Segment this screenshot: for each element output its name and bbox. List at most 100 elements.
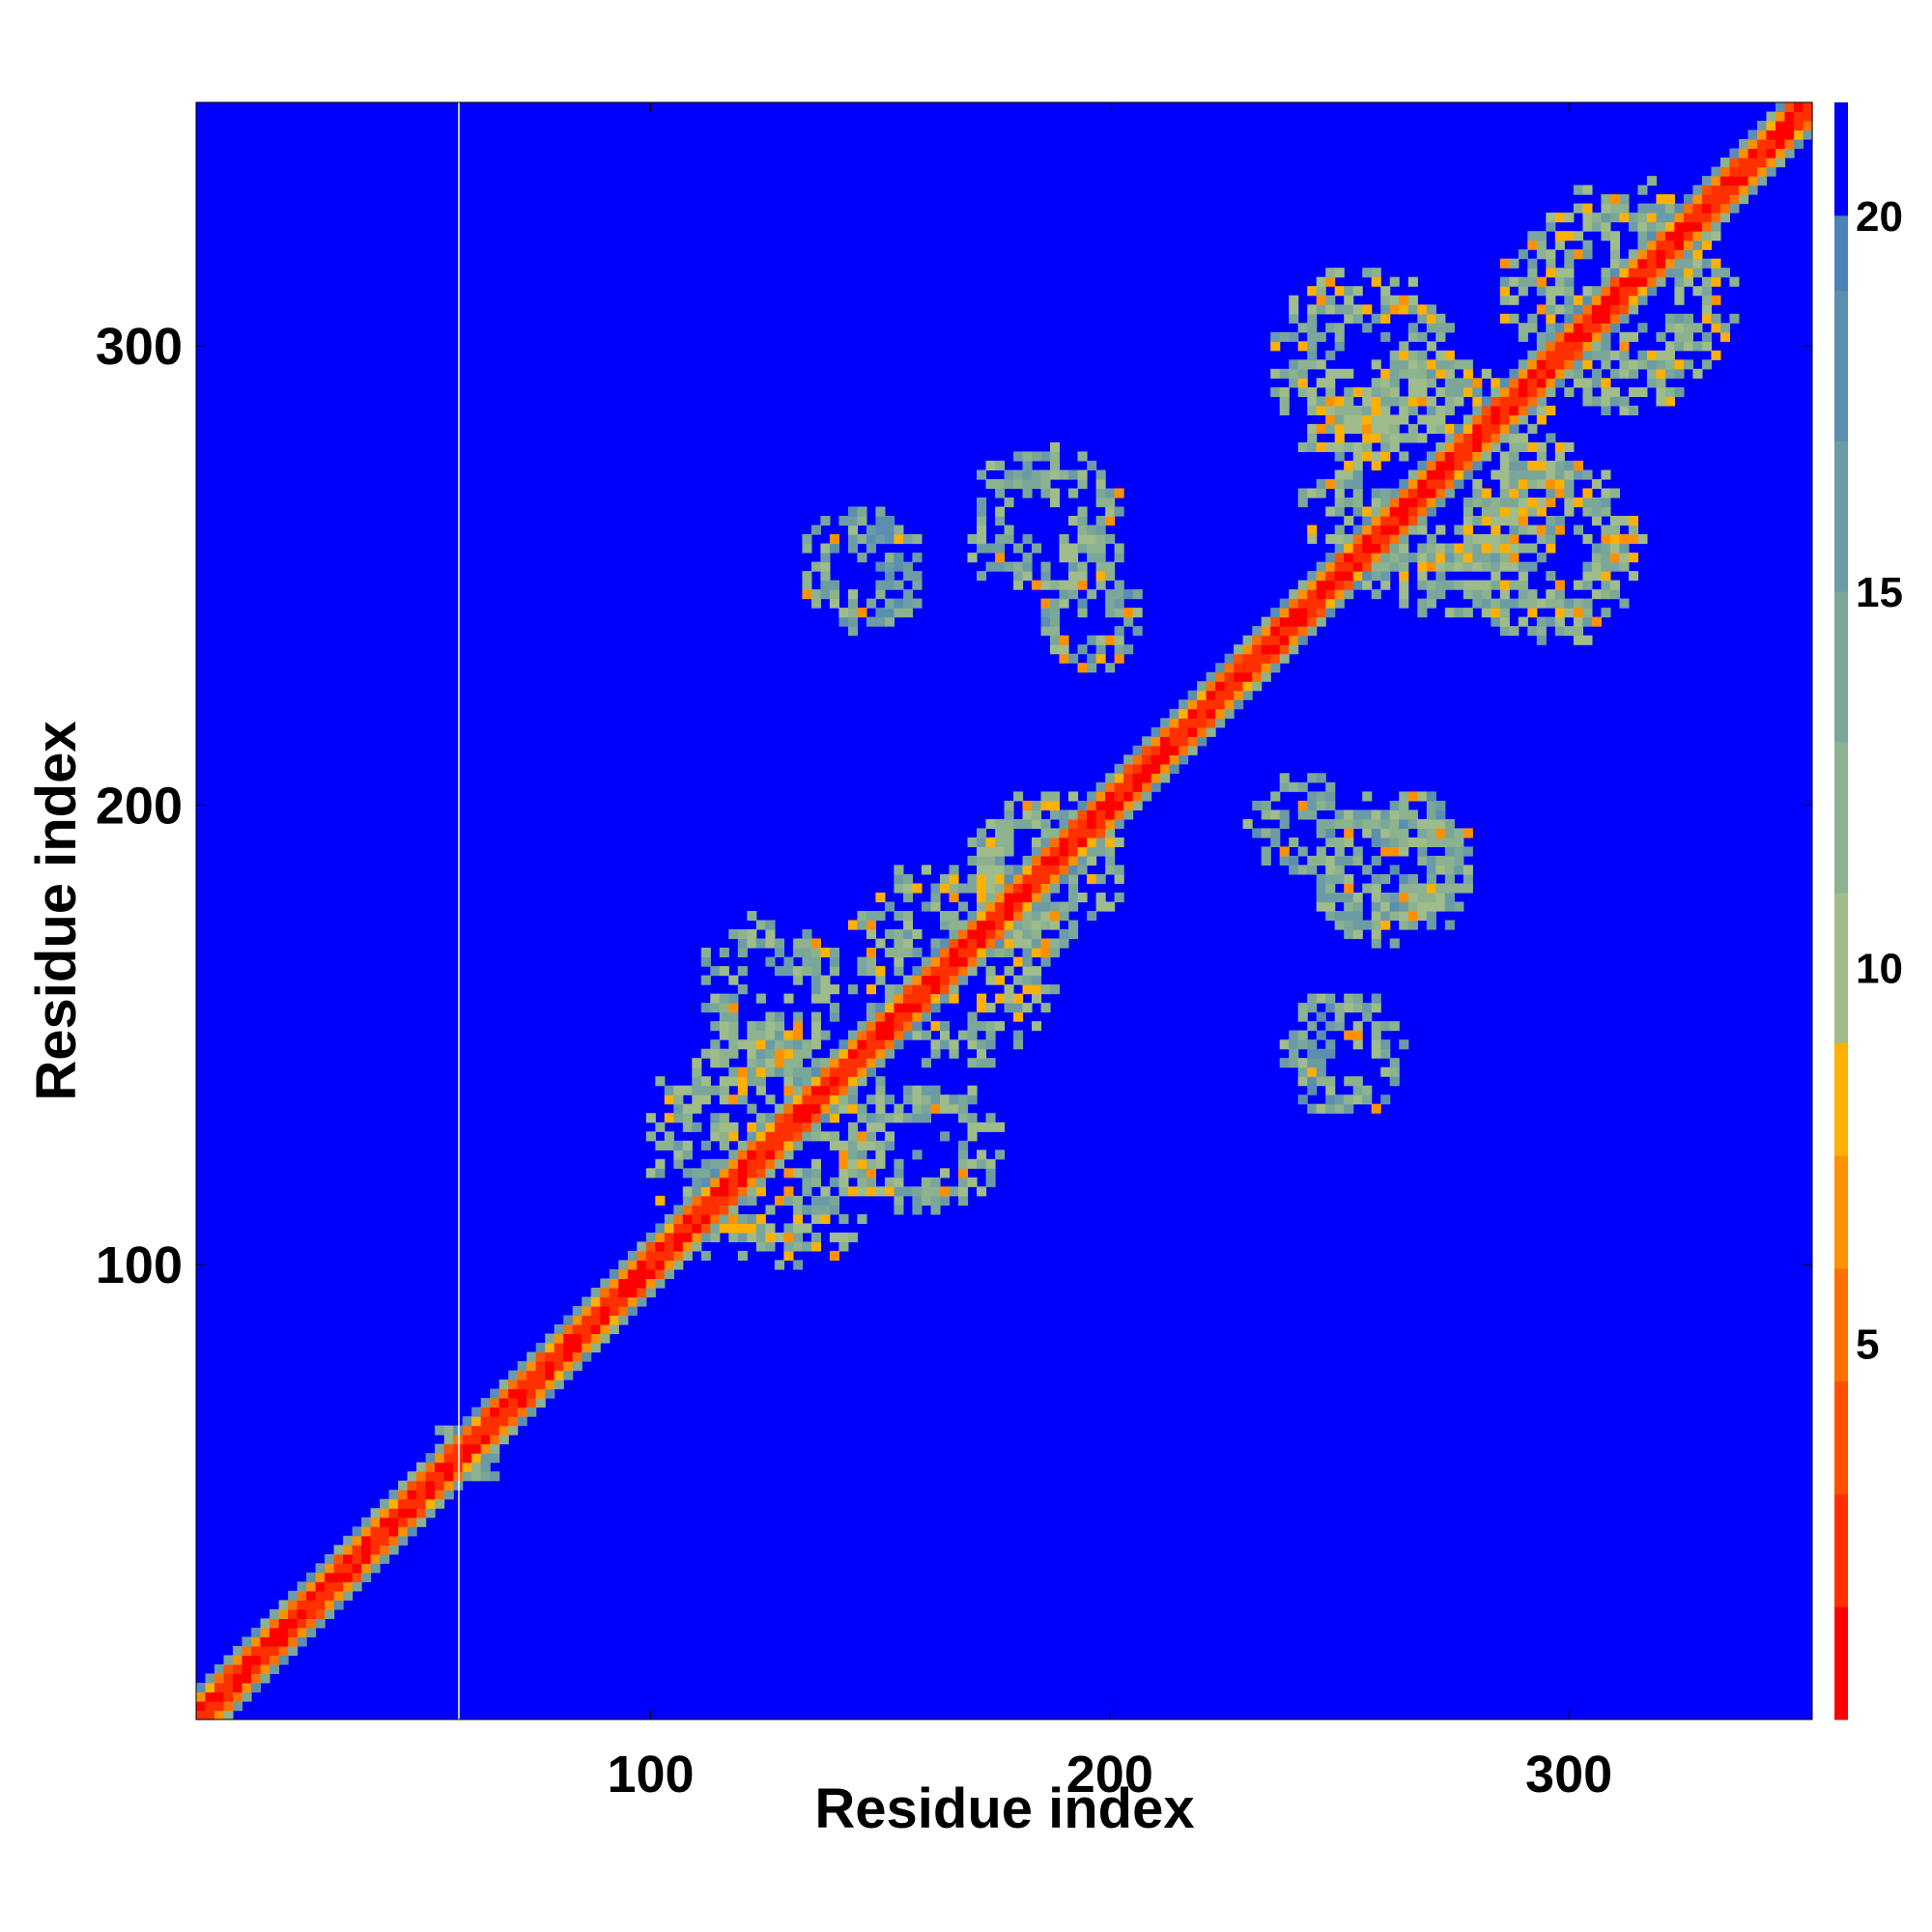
heatmap-cell — [866, 543, 876, 554]
heatmap-cell — [425, 1471, 436, 1482]
heatmap-cell — [930, 1039, 941, 1050]
heatmap-cell — [1095, 516, 1106, 526]
heatmap-cell — [884, 616, 895, 627]
heatmap-cell — [719, 1140, 729, 1151]
heatmap-cell — [820, 984, 831, 995]
heatmap-cell — [802, 956, 812, 967]
heatmap-cell — [857, 534, 867, 545]
heatmap-cell — [1279, 781, 1290, 792]
heatmap-cell — [380, 1508, 390, 1519]
heatmap-cell — [425, 1453, 436, 1463]
heatmap-cell — [1380, 828, 1391, 838]
heatmap-cell — [710, 993, 721, 1004]
heatmap-cell — [1637, 221, 1648, 232]
heatmap-cell — [1362, 553, 1373, 563]
heatmap-cell — [1334, 488, 1345, 498]
heatmap-cell — [1444, 874, 1455, 885]
heatmap-cell — [1435, 828, 1446, 838]
heatmap-cell — [1206, 718, 1216, 728]
heatmap-cell — [1307, 1076, 1318, 1087]
heatmap-cell — [1527, 598, 1538, 609]
heatmap-cell — [866, 1058, 876, 1068]
heatmap-cell — [1582, 396, 1593, 407]
heatmap-cell — [940, 1195, 951, 1206]
heatmap-cell — [425, 1508, 436, 1519]
heatmap-cell — [1105, 810, 1116, 820]
heatmap-cell — [1004, 874, 1014, 885]
heatmap-cell — [1013, 901, 1024, 912]
heatmap-cell — [847, 1158, 858, 1169]
heatmap-cell — [1656, 378, 1666, 388]
heatmap-cell — [1087, 525, 1097, 535]
heatmap-cell — [1270, 386, 1281, 397]
heatmap-cell — [517, 1406, 527, 1417]
heatmap-cell — [1389, 865, 1400, 875]
heatmap-cell — [912, 1103, 923, 1114]
heatmap-cell — [1325, 837, 1336, 847]
heatmap-cell — [1389, 837, 1400, 847]
heatmap-cell — [1701, 331, 1712, 342]
heatmap-cell — [1362, 304, 1373, 315]
heatmap-cell — [1068, 846, 1079, 857]
heatmap-cell — [1435, 423, 1446, 434]
plot-frame — [195, 101, 1813, 1720]
heatmap-cell — [977, 837, 987, 847]
heatmap-cell — [884, 534, 895, 545]
heatmap-cell — [1004, 534, 1014, 545]
heatmap-cell — [755, 1131, 766, 1142]
heatmap-cell — [1499, 608, 1510, 618]
heatmap-cell — [802, 1048, 812, 1059]
heatmap-cell — [875, 580, 886, 590]
heatmap-cell — [1481, 580, 1492, 590]
heatmap-cell — [582, 1306, 592, 1317]
heatmap-cell — [1040, 571, 1051, 582]
heatmap-cell — [1692, 249, 1703, 260]
heatmap-cell — [747, 1213, 757, 1224]
heatmap-cell — [783, 1066, 794, 1077]
heatmap-cell — [1426, 911, 1436, 922]
heatmap-cell — [875, 1085, 886, 1095]
heatmap-cell — [572, 1361, 582, 1372]
heatmap-cell — [1325, 506, 1336, 517]
heatmap-cell — [1399, 580, 1409, 590]
heatmap-cell — [1316, 883, 1326, 894]
heatmap-cell — [572, 1315, 582, 1325]
heatmap-cell — [1656, 386, 1666, 397]
heatmap-cell — [820, 1066, 831, 1077]
heatmap-cell — [747, 1131, 757, 1142]
heatmap-cell — [1105, 635, 1116, 645]
heatmap-cell — [755, 1223, 766, 1234]
heatmap-cell — [884, 984, 895, 995]
heatmap-cell — [1087, 589, 1097, 600]
heatmap-cell — [1169, 763, 1179, 774]
heatmap-cell — [1591, 213, 1602, 223]
heatmap-cell — [1105, 773, 1116, 783]
heatmap-cell — [1435, 497, 1446, 508]
heatmap-cell — [1013, 920, 1024, 930]
heatmap-cell — [637, 1288, 647, 1298]
heatmap-cell — [1307, 525, 1318, 535]
heatmap-cell — [921, 901, 931, 912]
heatmap-cell — [1509, 488, 1520, 498]
heatmap-cell — [1417, 460, 1428, 470]
heatmap-cell — [829, 948, 839, 958]
heatmap-cell — [1242, 635, 1253, 645]
heatmap-cell — [1380, 414, 1391, 425]
heatmap-cell — [1417, 837, 1428, 847]
heatmap-cell — [1407, 378, 1418, 388]
heatmap-cell — [242, 1663, 252, 1674]
heatmap-cell — [1013, 1039, 1024, 1050]
heatmap-cell — [737, 1250, 748, 1261]
heatmap-cell — [728, 1011, 739, 1022]
heatmap-cell — [1417, 497, 1428, 508]
heatmap-cell — [1077, 534, 1088, 545]
heatmap-cell — [655, 1076, 666, 1087]
heatmap-cell — [1491, 405, 1501, 415]
heatmap-cell — [388, 1498, 399, 1509]
heatmap-cell — [958, 1030, 969, 1040]
heatmap-cell — [1371, 386, 1381, 397]
heatmap-cell — [894, 948, 904, 958]
plot-area — [195, 101, 1813, 1720]
heatmap-cell — [1546, 534, 1556, 545]
heatmap-cell — [1591, 506, 1602, 517]
